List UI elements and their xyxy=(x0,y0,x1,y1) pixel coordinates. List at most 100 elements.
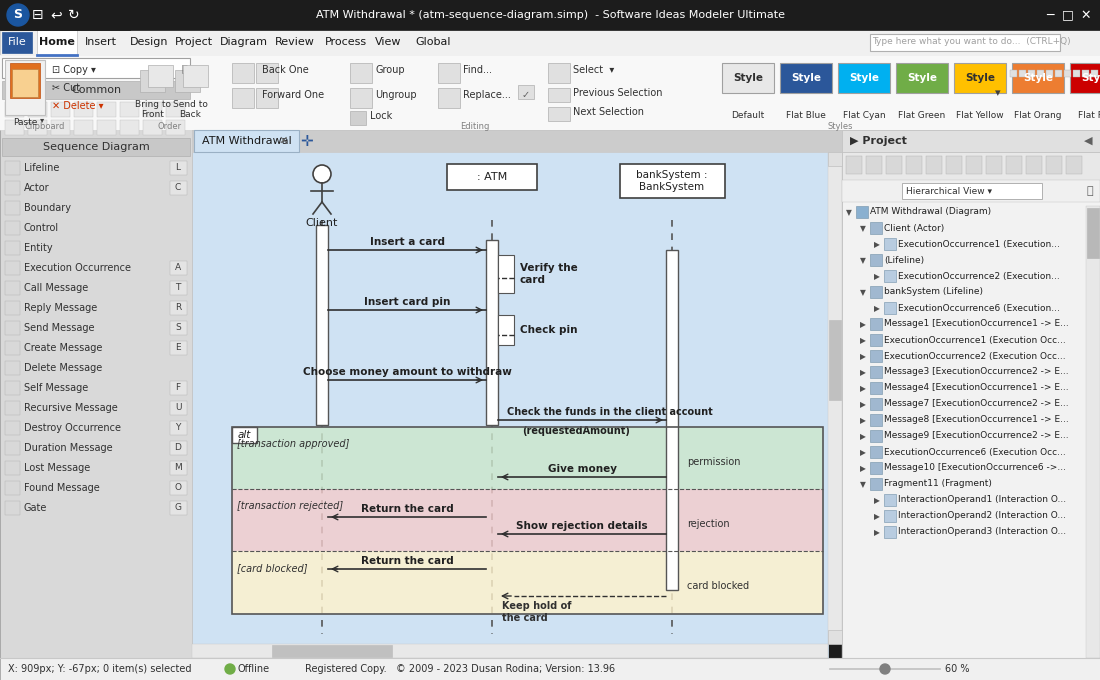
Bar xyxy=(870,382,882,394)
Text: Reply Message: Reply Message xyxy=(24,303,97,313)
Text: Process: Process xyxy=(324,37,367,47)
Text: [card blocked]: [card blocked] xyxy=(236,563,308,573)
Bar xyxy=(6,441,20,455)
Bar xyxy=(170,461,187,475)
Bar xyxy=(866,156,882,174)
Text: Destroy Occurrence: Destroy Occurrence xyxy=(24,423,121,433)
Circle shape xyxy=(7,4,29,26)
Bar xyxy=(232,489,823,551)
Text: Replace...: Replace... xyxy=(463,90,510,100)
Text: ✕: ✕ xyxy=(278,136,288,146)
Bar xyxy=(1019,70,1026,77)
Bar xyxy=(842,180,1100,202)
Text: Diagram: Diagram xyxy=(220,37,268,47)
Bar xyxy=(6,102,24,117)
Bar xyxy=(870,446,882,458)
Text: ✓: ✓ xyxy=(521,90,530,100)
Text: Message1 [ExecutionOccurrence1 -> E...: Message1 [ExecutionOccurrence1 -> E... xyxy=(884,320,1069,328)
Bar xyxy=(6,501,20,515)
Text: A: A xyxy=(175,263,182,273)
Bar xyxy=(0,0,130,30)
Bar xyxy=(170,321,187,335)
Text: Bring to
Front: Bring to Front xyxy=(135,100,170,120)
Text: card blocked: card blocked xyxy=(688,581,749,591)
Text: U: U xyxy=(175,403,182,413)
Text: Execution Occurrence: Execution Occurrence xyxy=(24,263,131,273)
Text: Return the card: Return the card xyxy=(361,556,453,566)
Text: Message3 [ExecutionOccurrence2 -> E...: Message3 [ExecutionOccurrence2 -> E... xyxy=(884,367,1068,377)
Bar xyxy=(548,88,570,102)
Bar xyxy=(1046,70,1053,77)
Bar xyxy=(842,130,1100,152)
Bar xyxy=(838,63,890,93)
Text: Show rejection details: Show rejection details xyxy=(516,521,648,531)
Bar xyxy=(350,88,372,108)
Text: Next Selection: Next Selection xyxy=(573,107,644,117)
Circle shape xyxy=(226,664,235,674)
Bar xyxy=(28,102,47,117)
Text: Client: Client xyxy=(306,218,338,228)
Text: bankSystem (Lifeline): bankSystem (Lifeline) xyxy=(884,288,983,296)
Bar xyxy=(192,644,828,658)
Bar xyxy=(966,156,982,174)
Bar xyxy=(870,334,882,346)
Text: Styles: Styles xyxy=(827,122,853,131)
Text: E: E xyxy=(175,343,180,352)
Circle shape xyxy=(314,165,331,183)
Bar xyxy=(192,152,828,658)
Text: ▶: ▶ xyxy=(860,449,866,458)
Bar xyxy=(1026,156,1042,174)
Text: InteractionOperand2 (Interaction O...: InteractionOperand2 (Interaction O... xyxy=(898,511,1066,520)
Bar xyxy=(548,107,570,121)
Bar xyxy=(846,156,862,174)
Text: Flat Red: Flat Red xyxy=(1078,110,1100,120)
Text: ATM Withdrawal (Diagram): ATM Withdrawal (Diagram) xyxy=(870,207,991,216)
Text: ↻: ↻ xyxy=(68,8,80,22)
Bar xyxy=(884,494,896,506)
Bar xyxy=(74,120,94,135)
Circle shape xyxy=(880,664,890,674)
Text: ▶ Project: ▶ Project xyxy=(850,136,906,146)
Text: S: S xyxy=(13,9,22,22)
Text: Style: Style xyxy=(1081,73,1100,83)
Text: Lock: Lock xyxy=(370,111,393,121)
Text: Style: Style xyxy=(965,73,996,83)
Text: Design: Design xyxy=(130,37,168,47)
Text: Style: Style xyxy=(849,73,879,83)
Bar xyxy=(120,102,139,117)
Text: Lifeline: Lifeline xyxy=(24,163,59,173)
Text: ExecutionOccurrence2 (Execution...: ExecutionOccurrence2 (Execution... xyxy=(898,271,1059,280)
Bar xyxy=(1082,70,1089,77)
Bar xyxy=(2,58,190,78)
Bar xyxy=(884,238,896,250)
Bar xyxy=(316,225,328,425)
Bar xyxy=(97,120,116,135)
Bar xyxy=(175,70,200,92)
Bar xyxy=(438,63,460,83)
Bar xyxy=(1072,70,1080,77)
Text: Y: Y xyxy=(175,424,180,432)
Bar xyxy=(828,152,842,644)
Text: InteractionOperand1 (Interaction O...: InteractionOperand1 (Interaction O... xyxy=(898,496,1066,505)
Text: ▶: ▶ xyxy=(860,464,866,473)
Text: O: O xyxy=(175,483,182,492)
Bar xyxy=(498,315,514,345)
Bar xyxy=(51,120,70,135)
Bar xyxy=(0,30,1100,55)
Bar xyxy=(170,401,187,415)
Bar xyxy=(170,421,187,435)
Bar xyxy=(926,156,942,174)
Bar xyxy=(884,510,896,522)
Bar xyxy=(170,441,187,455)
Text: (Lifeline): (Lifeline) xyxy=(884,256,924,265)
Text: Delete Message: Delete Message xyxy=(24,363,102,373)
Text: Choose money amount to withdraw: Choose money amount to withdraw xyxy=(302,367,512,377)
Text: Found Message: Found Message xyxy=(24,483,100,493)
Text: Lost Message: Lost Message xyxy=(24,463,90,473)
Bar xyxy=(1055,70,1061,77)
Bar xyxy=(170,381,187,395)
Bar xyxy=(6,361,20,375)
Text: Find...: Find... xyxy=(463,65,492,75)
Text: Forward One: Forward One xyxy=(262,90,324,100)
Bar xyxy=(884,302,896,314)
